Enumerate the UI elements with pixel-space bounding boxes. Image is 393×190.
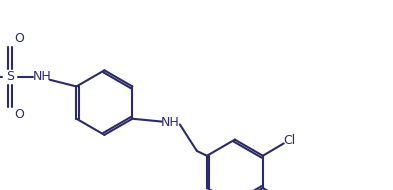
Text: O: O [15, 108, 24, 121]
Text: S: S [6, 70, 14, 83]
Text: Cl: Cl [283, 134, 296, 147]
Text: NH: NH [161, 116, 180, 129]
Text: NH: NH [33, 70, 51, 83]
Text: O: O [15, 32, 24, 45]
